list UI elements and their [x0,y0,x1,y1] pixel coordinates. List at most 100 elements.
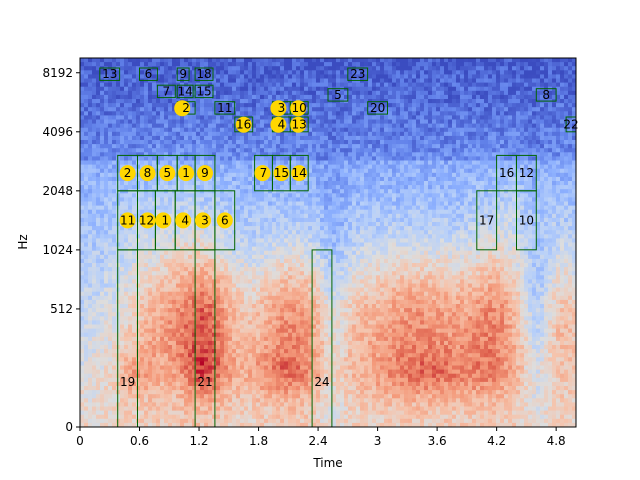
heatmap-cell [256,144,261,149]
heatmap-cell [148,287,153,293]
heatmap-cell [288,267,293,272]
heatmap-cell [96,111,101,116]
heatmap-cell [208,205,213,211]
heatmap-cell [240,422,245,427]
heatmap-cell [260,357,265,362]
heatmap-cell [208,201,213,207]
heatmap-cell [156,140,161,145]
heatmap-cell [132,144,137,149]
heatmap-cell [272,279,277,285]
heatmap-cell [100,189,105,194]
heatmap-cell [192,291,197,297]
heatmap-cell [92,361,97,367]
heatmap-cell [156,336,161,342]
heatmap-cell [180,238,185,244]
heatmap-cell [268,250,273,256]
heatmap-cell [144,312,149,317]
heatmap-cell [220,234,225,239]
heatmap-cell [156,410,161,416]
heatmap-cell [220,361,225,367]
heatmap-cell [196,103,201,108]
heatmap-cell [200,279,205,285]
heatmap-cell [160,234,165,239]
heatmap-cell [260,58,265,63]
heatmap-cell [268,176,273,182]
heatmap-cell [236,242,241,248]
heatmap-cell [188,222,193,227]
heatmap-cell [232,295,237,301]
heatmap-cell [240,103,245,108]
heatmap-cell [220,107,225,112]
heatmap-cell [248,189,253,194]
heatmap-cell [236,422,241,427]
heatmap-cell [100,144,105,149]
heatmap-cell [248,340,253,346]
heatmap-cell [268,119,273,125]
heatmap-cell [260,152,265,157]
heatmap-cell [112,172,117,178]
heatmap-cell [228,246,233,252]
heatmap-cell [144,86,149,92]
heatmap-cell [252,238,257,244]
heatmap-cell [172,254,177,260]
heatmap-cell [208,275,213,280]
heatmap-cell [104,275,109,280]
heatmap-cell [192,234,197,239]
heatmap-cell [152,176,157,182]
heatmap-cell [228,115,233,121]
heatmap-cell [236,144,241,149]
heatmap-cell [184,160,189,166]
heatmap-cell [296,340,301,346]
heatmap-cell [92,140,97,145]
heatmap-cell [108,115,113,121]
heatmap-cell [140,299,145,305]
heatmap-cell [252,324,257,330]
heatmap-cell [200,238,205,244]
heatmap-cell [144,365,149,371]
heatmap-cell [224,242,229,248]
heatmap-cell [136,390,141,395]
heatmap-cell [256,332,261,338]
heatmap-cell [180,377,185,383]
heatmap-cell [104,279,109,285]
heatmap-cell [252,58,257,63]
heatmap-cell [188,324,193,330]
heatmap-cell [244,181,249,186]
heatmap-cell [132,189,137,194]
heatmap-cell [136,119,141,125]
heatmap-cell [300,181,305,186]
heatmap-cell [104,373,109,379]
heatmap-cell [96,394,101,399]
heatmap-cell [228,131,233,137]
heatmap-cell [156,394,161,399]
heatmap-cell [268,144,273,149]
heatmap-cell [276,131,281,137]
heatmap-cell [156,377,161,383]
heatmap-cell [156,357,161,362]
heatmap-cell [196,205,201,211]
heatmap-cell [288,357,293,362]
heatmap-cell [256,316,261,321]
heatmap-cell [196,345,201,350]
heatmap-cell [216,279,221,285]
heatmap-cell [104,291,109,297]
heatmap-cell [144,279,149,285]
heatmap-cell [112,213,117,219]
heatmap-cell [264,152,269,157]
heatmap-cell [116,377,121,383]
heatmap-cell [256,279,261,285]
heatmap-cell [184,74,189,80]
heatmap-cell [120,304,125,309]
heatmap-cell [164,181,169,186]
heatmap-cell [216,230,221,235]
heatmap-cell [132,82,137,88]
heatmap-cell [108,164,113,170]
heatmap-cell [220,328,225,334]
heatmap-cell [144,66,149,71]
heatmap-cell [300,230,305,235]
heatmap-cell [224,304,229,309]
heatmap-cell [212,209,217,215]
heatmap-cell [268,312,273,317]
heatmap-cell [204,271,209,276]
heatmap-cell [296,242,301,248]
